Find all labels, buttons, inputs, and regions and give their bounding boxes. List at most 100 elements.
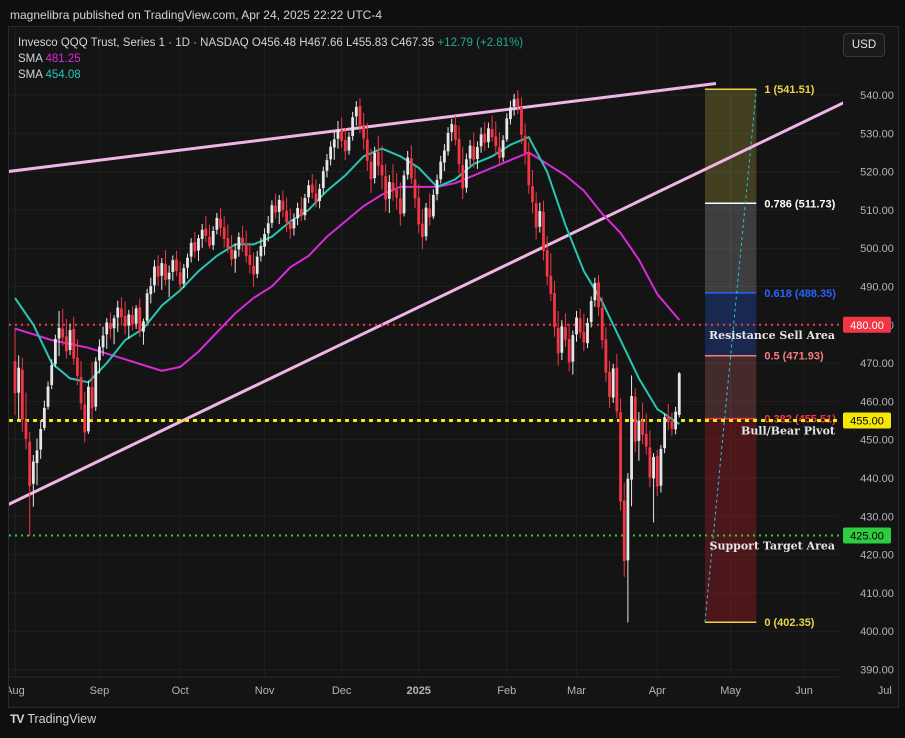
candle-down[interactable] (604, 339, 608, 373)
candle-up[interactable] (424, 207, 428, 237)
candle-down[interactable] (193, 242, 197, 252)
candle-down[interactable] (288, 222, 292, 230)
candle-down[interactable] (175, 259, 178, 272)
candle-down[interactable] (20, 369, 24, 420)
candle-down[interactable] (384, 176, 388, 200)
candle-up[interactable] (263, 234, 266, 247)
candle-up[interactable] (149, 286, 153, 295)
candle-down[interactable] (549, 275, 553, 294)
candle-up[interactable] (321, 171, 325, 189)
candle-up[interactable] (593, 283, 597, 301)
candle-up[interactable] (476, 147, 479, 159)
candle-down[interactable] (527, 152, 531, 186)
candle-up[interactable] (501, 140, 505, 158)
candle-up[interactable] (512, 99, 516, 107)
candle-up[interactable] (446, 132, 450, 152)
candle-up[interactable] (112, 318, 116, 329)
candle-up[interactable] (255, 256, 259, 274)
candle-down[interactable] (75, 357, 79, 376)
candle-down[interactable] (365, 139, 369, 161)
candle-down[interactable] (28, 441, 32, 487)
candle-up[interactable] (277, 199, 281, 212)
candle-up[interactable] (465, 159, 468, 188)
candle-up[interactable] (145, 293, 149, 321)
candle-down[interactable] (670, 421, 674, 429)
candle-up[interactable] (46, 386, 50, 407)
candle-down[interactable] (248, 255, 252, 266)
candle-up[interactable] (189, 242, 193, 257)
candle-up[interactable] (630, 396, 633, 480)
resistance-price-tag[interactable] (843, 316, 891, 333)
candle-up[interactable] (160, 263, 164, 276)
candle-down[interactable] (380, 165, 384, 176)
candle-down[interactable] (204, 228, 208, 236)
candle-up[interactable] (325, 160, 329, 171)
candle-up[interactable] (31, 461, 35, 484)
candle-down[interactable] (241, 237, 244, 244)
candle-up[interactable] (87, 386, 90, 432)
candle-down[interactable] (542, 211, 545, 251)
candle-down[interactable] (398, 198, 402, 215)
candle-up[interactable] (57, 327, 61, 339)
candle-down[interactable] (420, 223, 424, 238)
candle-down[interactable] (252, 265, 255, 275)
candle-up[interactable] (94, 361, 98, 407)
candle-down[interactable] (597, 282, 600, 308)
candle-down[interactable] (274, 205, 277, 213)
candle-up[interactable] (354, 106, 358, 117)
candle-down[interactable] (310, 184, 314, 193)
candle-up[interactable] (373, 152, 377, 179)
candle-down[interactable] (369, 161, 373, 180)
channel-lower-line[interactable] (9, 97, 853, 506)
candle-down[interactable] (622, 500, 626, 562)
candle-up[interactable] (105, 322, 109, 335)
candle-down[interactable] (413, 179, 417, 199)
candle-up[interactable] (211, 230, 215, 246)
candle-down[interactable] (516, 98, 520, 107)
candle-down[interactable] (314, 193, 318, 202)
candle-down[interactable] (490, 129, 494, 138)
candle-down[interactable] (285, 210, 288, 223)
candle-up[interactable] (626, 478, 630, 561)
candle-up[interactable] (98, 346, 101, 361)
candle-down[interactable] (553, 293, 556, 328)
candle-up[interactable] (663, 417, 666, 449)
candle-down[interactable] (362, 124, 366, 139)
candle-down[interactable] (299, 208, 303, 217)
candle-down[interactable] (461, 165, 465, 189)
channel-upper-line[interactable] (9, 82, 717, 173)
candle-up[interactable] (182, 268, 186, 284)
candle-up[interactable] (505, 118, 509, 140)
candle-up[interactable] (307, 185, 310, 198)
candle-up[interactable] (171, 260, 175, 272)
candle-up[interactable] (50, 365, 54, 385)
candle-up[interactable] (318, 188, 322, 202)
candle-down[interactable] (219, 218, 222, 228)
candle-up[interactable] (538, 211, 542, 227)
candle-up[interactable] (296, 207, 299, 219)
candle-down[interactable] (226, 238, 230, 249)
candle-up[interactable] (637, 420, 641, 441)
candle-up[interactable] (186, 257, 189, 268)
candle-up[interactable] (435, 180, 439, 195)
candle-up[interactable] (259, 245, 263, 257)
candle-down[interactable] (164, 263, 167, 280)
candle-up[interactable] (17, 367, 21, 393)
candle-up[interactable] (571, 335, 575, 362)
candle-down[interactable] (454, 124, 457, 140)
candle-down[interactable] (123, 315, 127, 327)
candle-down[interactable] (615, 367, 619, 412)
candle-down[interactable] (109, 323, 112, 330)
candle-up[interactable] (509, 107, 512, 120)
price-chart[interactable]: 1 (541.51) 0.786 (511.73) 0.618 (488.35) 0.… (9, 27, 898, 707)
sma-short-line[interactable] (14, 135, 680, 425)
candle-down[interactable] (578, 318, 582, 333)
candle-up[interactable] (266, 223, 270, 234)
currency-button[interactable]: USD (843, 33, 885, 57)
candle-up[interactable] (237, 237, 241, 250)
candle-down[interactable] (24, 420, 28, 439)
candle-up[interactable] (233, 250, 237, 259)
candle-up[interactable] (677, 373, 681, 415)
candle-down[interactable] (13, 361, 17, 394)
candle-up[interactable] (442, 150, 446, 163)
